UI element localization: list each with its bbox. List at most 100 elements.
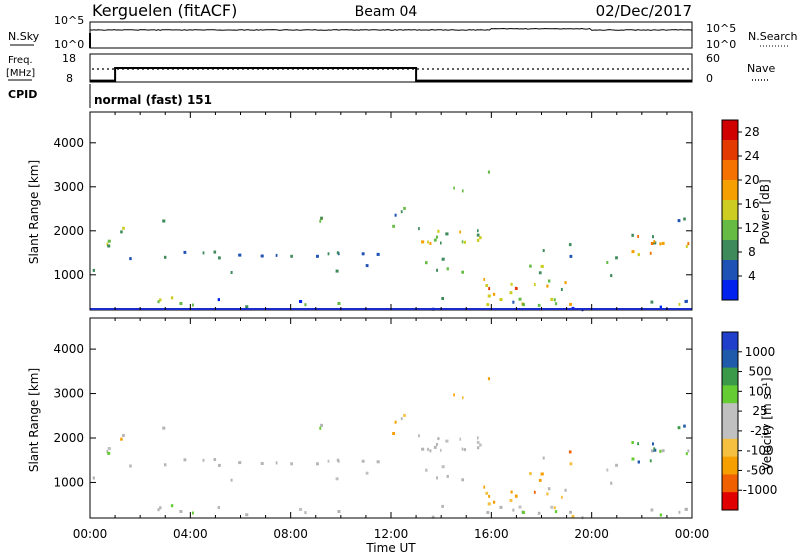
velocity-cell bbox=[477, 436, 479, 440]
velocity-cell bbox=[335, 477, 339, 481]
velocity-cell bbox=[435, 442, 438, 446]
station-title: Kerguelen (fitACF) bbox=[92, 1, 237, 20]
power-cell bbox=[652, 235, 654, 239]
velocity-cell bbox=[485, 491, 489, 495]
x-tick-label: 00:00 bbox=[675, 527, 710, 541]
colorbar-band bbox=[722, 160, 738, 181]
velocity-cell bbox=[394, 420, 397, 424]
power-cell bbox=[546, 284, 549, 288]
velocity-ylabel: Slant Range [km] bbox=[27, 368, 41, 472]
power-cell bbox=[569, 254, 573, 258]
nsearch-tick-bottom: 10^0 bbox=[706, 38, 736, 51]
power-cell bbox=[304, 303, 307, 307]
colorbar-band bbox=[722, 421, 738, 440]
power-cell bbox=[529, 264, 532, 268]
velocity-cell bbox=[107, 451, 111, 455]
power-cell bbox=[217, 298, 220, 302]
velocity-cell bbox=[319, 426, 322, 430]
power-cell bbox=[477, 229, 479, 233]
freq-tick-bottom: 8 bbox=[66, 72, 73, 85]
colorbar-band bbox=[722, 474, 738, 493]
power-cell bbox=[533, 283, 536, 287]
velocity-y-axis: 1000 2000 3000 4000 bbox=[53, 342, 692, 489]
velocity-cell bbox=[637, 460, 640, 464]
velocity-cell bbox=[92, 476, 95, 480]
velocity-cell bbox=[492, 500, 496, 504]
velocity-cell bbox=[453, 393, 455, 397]
power-cell bbox=[218, 256, 221, 260]
velocity-cell bbox=[431, 515, 435, 519]
power-cell bbox=[365, 264, 369, 268]
power-cell bbox=[179, 302, 183, 305]
power-cell bbox=[568, 243, 572, 247]
colorbar-band bbox=[722, 200, 738, 221]
power-cell bbox=[483, 277, 486, 281]
power-cell bbox=[403, 206, 406, 210]
colorbar-band bbox=[722, 140, 738, 161]
velocity-cell bbox=[522, 511, 525, 514]
velocity-colorbar-tick-label: 25 bbox=[752, 404, 767, 418]
cpid-value: normal (fast) 151 bbox=[94, 93, 212, 107]
velocity-cell bbox=[550, 505, 554, 509]
velocity-cell bbox=[661, 449, 665, 453]
power-colorbar-tick-label: 28 bbox=[744, 125, 759, 139]
velocity-cell bbox=[275, 461, 278, 465]
power-cell bbox=[107, 239, 111, 243]
power-scatter-cells bbox=[92, 170, 690, 312]
velocity-cell bbox=[164, 463, 167, 467]
velocity-cell bbox=[337, 510, 341, 513]
velocity-cell bbox=[120, 437, 123, 441]
velocity-cell bbox=[461, 447, 464, 451]
velocity-cell bbox=[179, 510, 183, 513]
power-cell bbox=[485, 284, 489, 287]
power-cell bbox=[183, 250, 187, 254]
power-cell bbox=[547, 279, 551, 283]
velocity-cell bbox=[440, 448, 442, 452]
colorbar-band bbox=[722, 385, 738, 404]
velocity-colorbar-tick-label: -500 bbox=[746, 463, 773, 477]
power-cell bbox=[518, 297, 522, 301]
velocity-cell bbox=[510, 490, 513, 494]
velocity-cell bbox=[446, 474, 449, 478]
power-cell bbox=[659, 305, 662, 309]
colorbar-band bbox=[722, 367, 738, 386]
velocity-cell bbox=[649, 459, 652, 463]
velocity-cell bbox=[427, 447, 429, 451]
x-tick-label: 08:00 bbox=[273, 527, 308, 541]
power-cell bbox=[290, 254, 293, 258]
power-colorbar-label: Power [dB] bbox=[758, 179, 772, 244]
power-cell bbox=[486, 303, 490, 307]
power-cell bbox=[687, 242, 690, 246]
velocity-colorbar-label: Velocity [m s⁻¹] bbox=[760, 377, 774, 470]
power-cell bbox=[159, 298, 162, 302]
velocity-panel: 1000 2000 3000 4000 Slant Range [km] bbox=[27, 317, 693, 520]
velocity-cell bbox=[529, 472, 532, 476]
velocity-cell bbox=[476, 440, 480, 444]
velocity-cell bbox=[659, 513, 662, 517]
power-cell bbox=[400, 210, 403, 214]
power-cell bbox=[606, 261, 609, 264]
power-colorbar-tick-label: 8 bbox=[748, 245, 756, 259]
velocity-colorbar-tick-label: 500 bbox=[749, 365, 772, 379]
power-cell bbox=[522, 303, 525, 307]
power-cell bbox=[260, 254, 264, 258]
power-cell bbox=[677, 219, 681, 223]
velocity-cell bbox=[685, 452, 688, 456]
power-cell bbox=[170, 296, 174, 300]
velocity-cell bbox=[429, 449, 432, 453]
power-cell bbox=[637, 253, 640, 257]
power-cell bbox=[213, 250, 217, 254]
nave-label: Nave bbox=[747, 62, 775, 75]
velocity-cell bbox=[509, 499, 513, 502]
velocity-cell bbox=[218, 463, 221, 467]
velocity-plot-bg bbox=[90, 318, 692, 518]
velocity-cell bbox=[433, 445, 437, 449]
power-cell bbox=[418, 227, 420, 231]
power-cell bbox=[540, 264, 544, 268]
velocity-cell bbox=[365, 471, 369, 475]
nsky-label: N.Sky bbox=[8, 30, 40, 43]
y-tick-label: 3000 bbox=[53, 387, 84, 401]
velocity-colorbar-tick-label: 1000 bbox=[745, 345, 776, 359]
power-colorbar-tick-label: 24 bbox=[744, 149, 759, 163]
